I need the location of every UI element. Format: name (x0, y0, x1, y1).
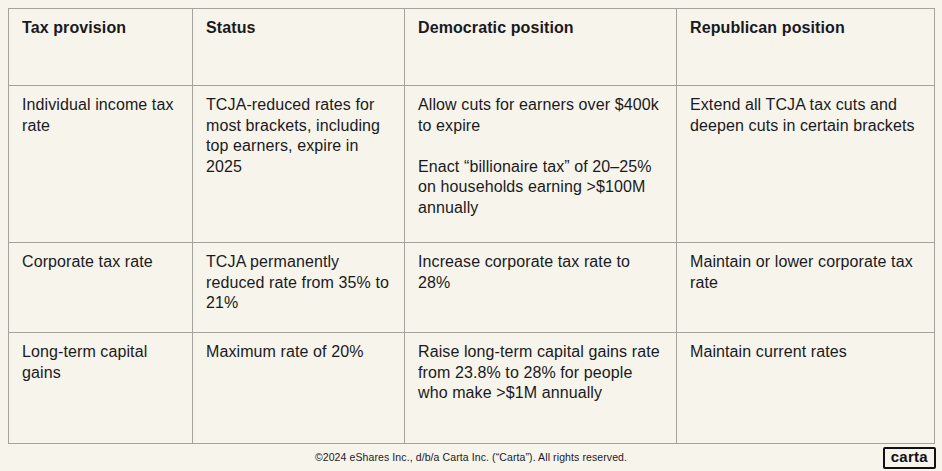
cell-status: TCJA-reduced rates for most brackets, in… (193, 86, 405, 243)
cell-democratic-position: Increase corporate tax rate to 28% (405, 243, 677, 333)
cell-republican-position: Maintain current rates (677, 333, 935, 444)
table-row-corporate-tax: Corporate tax rate TCJA permanently redu… (9, 243, 935, 333)
cell-republican-position: Extend all TCJA tax cuts and deepen cuts… (677, 86, 935, 243)
footer: ©2024 eShares Inc., d/b/a Carta Inc. (“C… (0, 443, 942, 471)
column-header-republican-position: Republican position (677, 9, 935, 86)
table-row-capital-gains: Long-term capital gains Maximum rate of … (9, 333, 935, 444)
column-header-democratic-position: Democratic position (405, 9, 677, 86)
cell-provision: Long-term capital gains (9, 333, 193, 444)
column-header-tax-provision: Tax provision (9, 9, 193, 86)
column-header-status: Status (193, 9, 405, 86)
table-header-row: Tax provision Status Democratic position… (9, 9, 935, 86)
cell-republican-position: Maintain or lower corporate tax rate (677, 243, 935, 333)
cell-democratic-position: Allow cuts for earners over $400k to exp… (405, 86, 677, 243)
cell-provision: Corporate tax rate (9, 243, 193, 333)
tax-positions-infographic: Tax provision Status Democratic position… (0, 0, 942, 471)
carta-logo: carta (883, 447, 936, 469)
tax-positions-table: Tax provision Status Democratic position… (8, 8, 935, 444)
table-row-individual-income: Individual income tax rate TCJA-reduced … (9, 86, 935, 243)
cell-provision: Individual income tax rate (9, 86, 193, 243)
copyright-text: ©2024 eShares Inc., d/b/a Carta Inc. (“C… (315, 451, 627, 464)
cell-status: Maximum rate of 20% (193, 333, 405, 444)
cell-democratic-position: Raise long-term capital gains rate from … (405, 333, 677, 444)
cell-status: TCJA permanently reduced rate from 35% t… (193, 243, 405, 333)
